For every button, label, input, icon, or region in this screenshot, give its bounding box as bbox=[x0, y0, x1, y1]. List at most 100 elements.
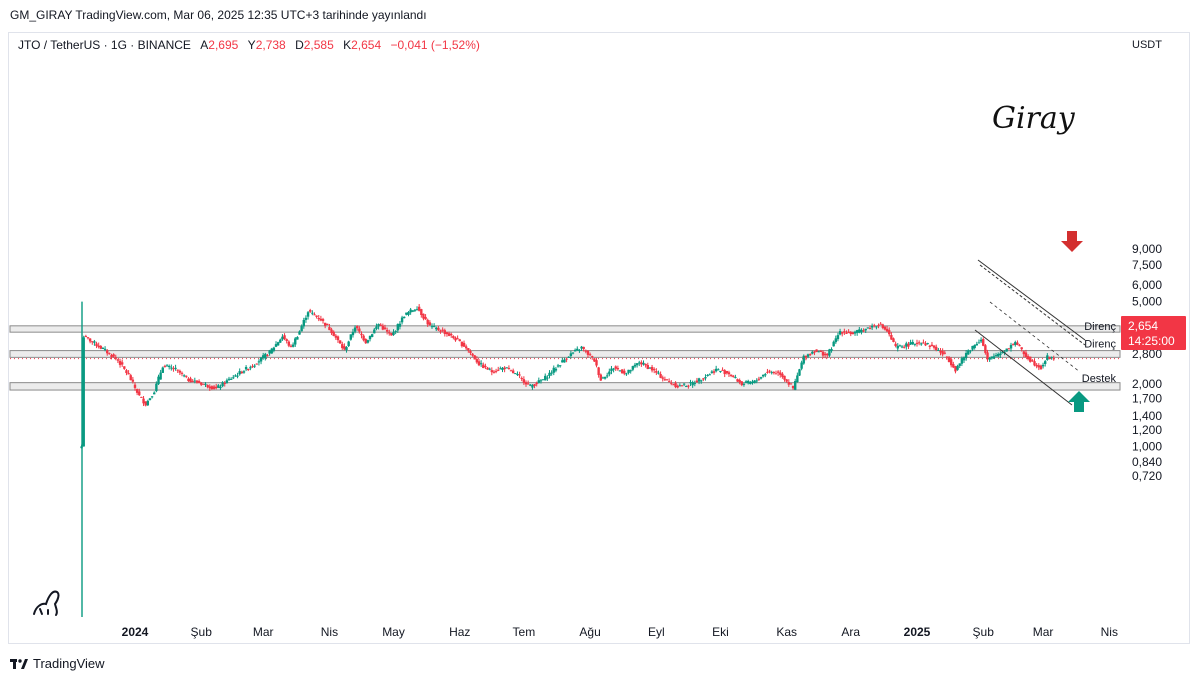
close-label: K bbox=[343, 38, 352, 52]
candle-body bbox=[546, 377, 549, 379]
candle-body bbox=[1016, 342, 1019, 345]
candle-body bbox=[847, 331, 850, 334]
candle-body bbox=[986, 352, 989, 360]
candle bbox=[941, 348, 944, 357]
candle bbox=[110, 353, 113, 360]
candle-body bbox=[742, 383, 746, 385]
candle-body bbox=[815, 349, 818, 353]
candle-body bbox=[541, 379, 545, 381]
candle bbox=[623, 368, 626, 376]
candle bbox=[682, 383, 686, 387]
candle bbox=[185, 375, 188, 379]
candle-body bbox=[377, 323, 380, 327]
candle bbox=[652, 367, 656, 374]
candle-body bbox=[276, 342, 280, 346]
candle bbox=[1026, 354, 1030, 361]
footer-brand[interactable]: TradingView bbox=[33, 656, 105, 671]
candle-body bbox=[1001, 351, 1004, 354]
candle-body bbox=[843, 331, 846, 333]
candle bbox=[405, 312, 408, 316]
candle-body bbox=[625, 373, 628, 375]
candle bbox=[644, 363, 647, 368]
candle bbox=[864, 328, 867, 333]
candle bbox=[826, 353, 829, 359]
candle-body bbox=[633, 364, 637, 367]
candle bbox=[870, 323, 874, 331]
candle bbox=[832, 340, 835, 347]
candle-body bbox=[392, 332, 395, 336]
candle-body bbox=[482, 364, 485, 369]
candle-body bbox=[255, 363, 258, 365]
candle bbox=[180, 371, 184, 377]
candle-body bbox=[832, 341, 835, 347]
candle-body bbox=[131, 379, 135, 382]
candle bbox=[563, 357, 566, 363]
candle-body bbox=[167, 366, 171, 368]
dino-icon[interactable] bbox=[33, 590, 60, 616]
candle-body bbox=[103, 348, 107, 350]
candle-body bbox=[294, 338, 297, 345]
candle-body bbox=[588, 354, 592, 356]
candle-body bbox=[383, 327, 387, 329]
candle-body bbox=[772, 372, 776, 374]
candle bbox=[969, 349, 972, 354]
candle-body bbox=[91, 341, 94, 343]
candle-body bbox=[364, 339, 367, 344]
candle-body bbox=[503, 367, 506, 370]
channel-upper-line-2 bbox=[979, 264, 1086, 346]
candle bbox=[779, 370, 782, 378]
currency-label[interactable]: USDT bbox=[1132, 39, 1162, 51]
candle-body bbox=[599, 374, 602, 381]
candle-body bbox=[518, 374, 521, 376]
candle bbox=[599, 373, 602, 381]
candle-body bbox=[909, 342, 912, 345]
candle bbox=[206, 384, 209, 389]
candle bbox=[616, 365, 620, 371]
candle-body bbox=[954, 366, 957, 372]
candle bbox=[984, 344, 987, 355]
candle-body bbox=[176, 369, 179, 371]
candle-body bbox=[159, 372, 162, 380]
candle bbox=[975, 341, 979, 346]
symbol-name[interactable]: JTO / TetherUS · 1G · BINANCE bbox=[18, 38, 191, 52]
candle-body bbox=[370, 334, 374, 337]
candle bbox=[1033, 358, 1036, 367]
candle-body bbox=[345, 347, 348, 351]
candle-body bbox=[817, 351, 820, 353]
candle bbox=[873, 323, 876, 328]
candle bbox=[811, 350, 814, 355]
candle bbox=[247, 368, 250, 372]
candle bbox=[808, 353, 812, 357]
candle-body bbox=[892, 338, 895, 342]
candle-body bbox=[1029, 356, 1032, 362]
candle-body bbox=[1031, 360, 1034, 362]
candle-body bbox=[928, 345, 932, 347]
candle-body bbox=[488, 368, 491, 370]
candle-body bbox=[375, 326, 378, 329]
price-tag-bg bbox=[1121, 316, 1186, 350]
candle-body bbox=[947, 357, 951, 363]
candle-body bbox=[956, 365, 959, 370]
candle bbox=[450, 332, 453, 338]
candle-body bbox=[396, 324, 400, 331]
candle-body bbox=[238, 371, 241, 375]
candle-body bbox=[366, 340, 370, 343]
candle bbox=[853, 330, 857, 336]
candle bbox=[529, 383, 532, 387]
candle-body bbox=[390, 332, 393, 336]
candle bbox=[283, 333, 286, 341]
candle-body bbox=[356, 326, 359, 329]
candle bbox=[785, 378, 788, 383]
candle bbox=[309, 308, 312, 313]
candle-body bbox=[437, 327, 440, 331]
candle bbox=[370, 333, 374, 338]
candle bbox=[289, 344, 293, 348]
candle bbox=[345, 346, 348, 353]
candle bbox=[403, 316, 406, 319]
candle bbox=[407, 311, 410, 317]
candle bbox=[986, 349, 989, 362]
candle-body bbox=[749, 382, 752, 385]
candle-body bbox=[208, 386, 211, 389]
candle bbox=[103, 346, 107, 352]
